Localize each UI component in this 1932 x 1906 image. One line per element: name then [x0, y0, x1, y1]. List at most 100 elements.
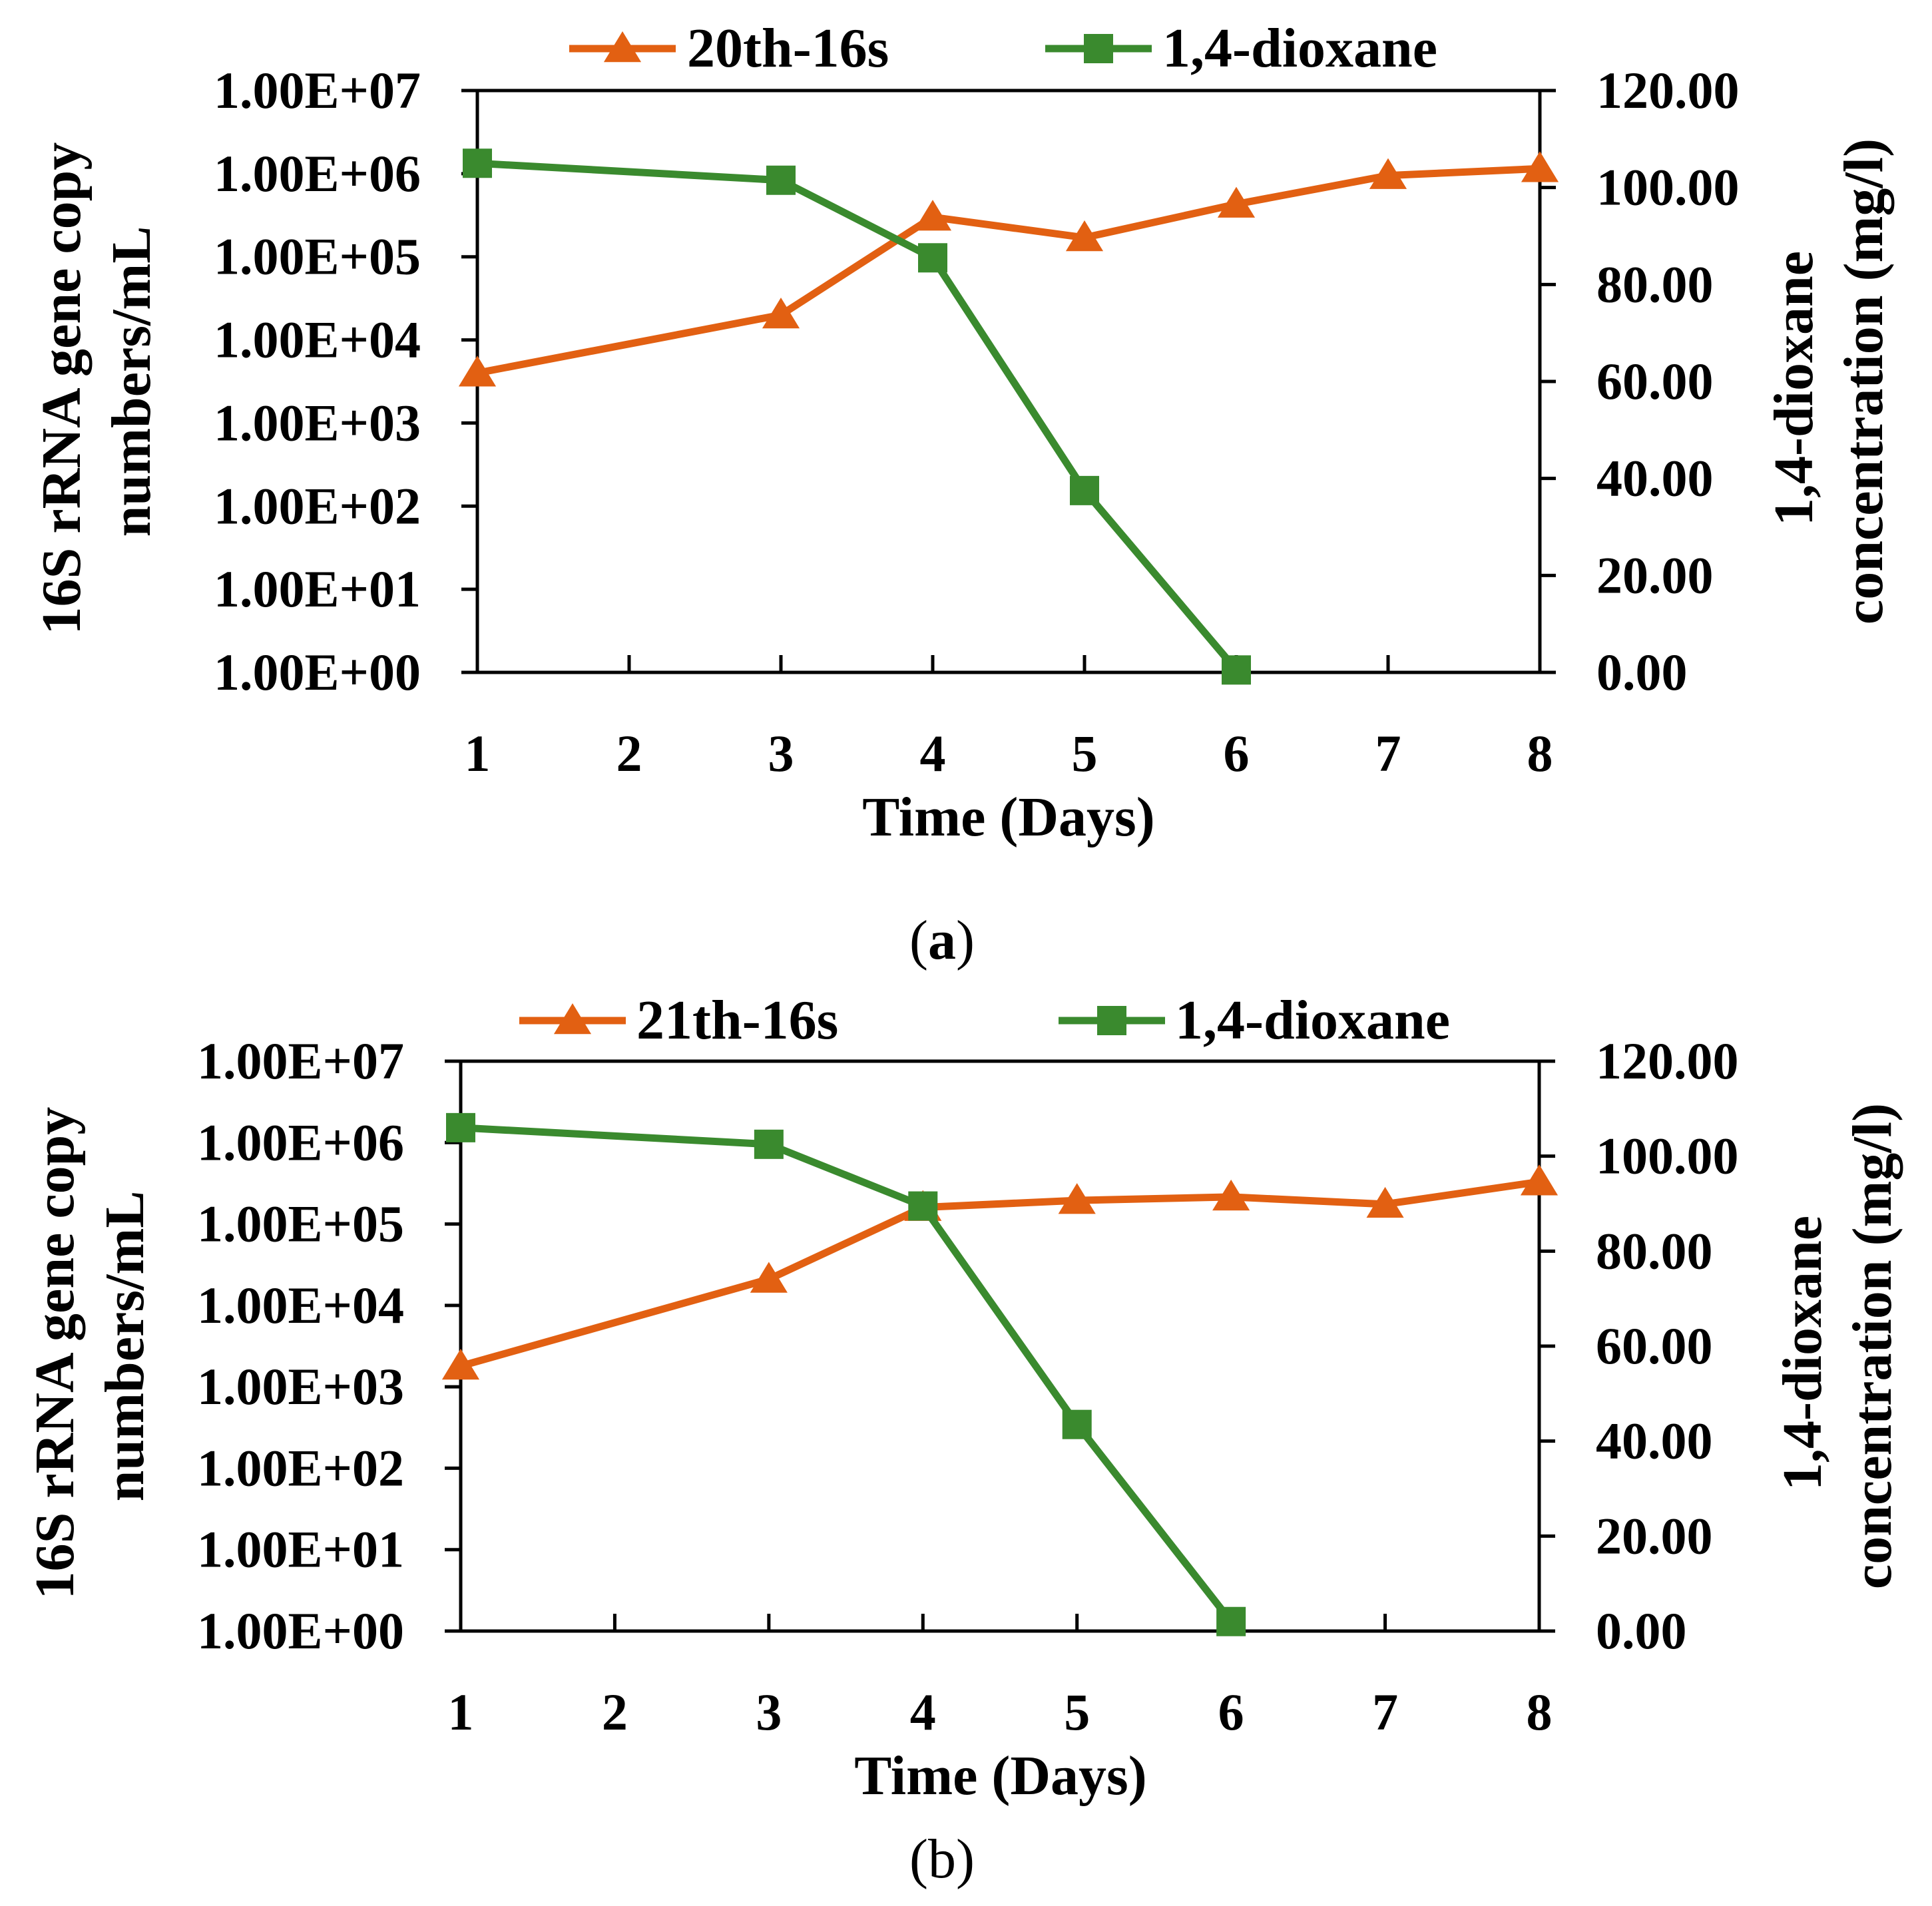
- y-left-tick-label: 1.00E+06: [197, 1113, 404, 1171]
- y-right-tick-label: 20.00: [1596, 1507, 1713, 1564]
- x-tick-label: 8: [1527, 724, 1553, 782]
- y-left-title-line-2: numbers/mL: [94, 1191, 156, 1502]
- y-right-tick-label: 120.00: [1596, 61, 1740, 119]
- y-right-tick-label: 100.00: [1596, 158, 1740, 216]
- square-marker: [446, 1112, 475, 1142]
- triangle-marker: [913, 200, 952, 231]
- x-tick-label: 5: [1072, 724, 1098, 782]
- x-axis-title: Time (Days): [854, 1745, 1146, 1807]
- square-marker: [1216, 1606, 1246, 1636]
- plot-series: [458, 148, 1559, 685]
- x-tick-label: 2: [602, 1683, 628, 1741]
- triangle-marker: [1058, 1183, 1096, 1214]
- y-right-tick-label: 60.00: [1596, 1317, 1713, 1375]
- y-right-tick-label: 0.00: [1596, 643, 1688, 701]
- y-right-tick-label: 0.00: [1596, 1602, 1687, 1660]
- y-left-tick-label: 1.00E+05: [197, 1195, 404, 1253]
- y-left-tick-label: 1.00E+01: [214, 560, 421, 618]
- y-left-title-line-1: 16S rRNA gene copy: [31, 142, 93, 635]
- x-tick-label: 7: [1375, 724, 1401, 782]
- triangle-marker: [1217, 186, 1256, 218]
- x-tick-label: 4: [920, 724, 946, 782]
- y-right-title-line-2: concentration (mg/l): [1841, 1103, 1903, 1589]
- y-left-tick-label: 1.00E+02: [214, 477, 421, 535]
- x-tick-label: 8: [1527, 1683, 1553, 1741]
- y-left-tick-label: 1.00E+01: [197, 1521, 404, 1578]
- y-left-tick-label: 1.00E+03: [214, 393, 421, 451]
- axis-ticks: 1 2 3 4 5 6 7 8 1.00E+00 1.00E+01 1.00E+02 1.00E+03…: [197, 1032, 1738, 1741]
- legend-item-series-2: 1,4-dioxane: [1045, 17, 1437, 79]
- legend-label-series-1: 20th-16s: [687, 17, 889, 79]
- y-right-tick-label: 60.00: [1596, 352, 1714, 410]
- x-tick-label: 1: [448, 1683, 474, 1741]
- x-axis-title: Time (Days): [862, 786, 1154, 848]
- y-left-tick-label: 1.00E+07: [214, 61, 421, 119]
- x-tick-label: 2: [616, 724, 642, 782]
- triangle-marker: [1065, 220, 1104, 252]
- y-left-tick-label: 1.00E+07: [197, 1032, 404, 1090]
- x-tick-label: 1: [465, 724, 491, 782]
- y-right-tick-label: 80.00: [1596, 255, 1714, 313]
- y-left-tick-label: 1.00E+00: [197, 1602, 404, 1660]
- y-right-tick-label: 100.00: [1596, 1127, 1739, 1185]
- legend-label-series-2: 1,4-dioxane: [1162, 17, 1437, 79]
- legend-item-series-1: 21th-16s: [519, 989, 838, 1051]
- square-marker: [754, 1129, 784, 1159]
- x-tick-label: 7: [1372, 1683, 1398, 1741]
- legend: 21th-16s 1,4-dioxane: [519, 989, 1450, 1051]
- triangle-marker: [1366, 1186, 1404, 1218]
- square-marker: [1222, 655, 1251, 685]
- y-left-tick-label: 1.00E+03: [197, 1357, 404, 1415]
- plot-area-frame: [459, 1059, 1541, 1633]
- legend-label-series-1: 21th-16s: [636, 989, 838, 1051]
- triangle-marker: [750, 1262, 788, 1293]
- y-left-tick-label: 1.00E+00: [214, 643, 421, 701]
- chart-panel-a: 20th-16s 1,4-dioxane 1 2 3 4 5 6 7 8 1.00E+00 1.0…: [31, 17, 1895, 971]
- x-tick-label: 3: [756, 1683, 782, 1741]
- y-left-tick-label: 1.00E+02: [197, 1439, 404, 1497]
- square-marker: [766, 165, 796, 195]
- panel-label: (b): [909, 1828, 975, 1890]
- y-left-tick-label: 1.00E+06: [214, 144, 421, 202]
- y-left-title-line-1: 16S rRNA gene copy: [24, 1107, 86, 1600]
- plot-series: [441, 1112, 1559, 1636]
- y-left-tick-label: 1.00E+05: [214, 228, 421, 286]
- triangle-marker: [1520, 1164, 1559, 1196]
- legend-square-marker: [1097, 1006, 1126, 1035]
- legend: 20th-16s 1,4-dioxane: [569, 17, 1437, 79]
- square-marker: [463, 148, 492, 178]
- y-right-title-line-2: concentration (mg/l): [1833, 138, 1895, 624]
- y-left-tick-label: 1.00E+04: [197, 1276, 404, 1334]
- triangle-marker: [1521, 151, 1559, 182]
- x-tick-label: 6: [1218, 1683, 1244, 1741]
- x-tick-label: 4: [910, 1683, 936, 1741]
- y-right-tick-label: 120.00: [1596, 1032, 1739, 1090]
- y-right-title-line-1: 1,4-dioxane: [1772, 1216, 1833, 1491]
- x-tick-label: 6: [1224, 724, 1250, 782]
- legend-triangle-marker: [603, 31, 642, 63]
- triangle-marker: [441, 1348, 480, 1380]
- y-right-tick-label: 40.00: [1596, 1412, 1713, 1470]
- triangle-marker: [762, 297, 800, 329]
- y-right-tick-label: 80.00: [1596, 1222, 1713, 1280]
- y-left-title-line-2: numbers/mL: [101, 226, 162, 537]
- legend-item-series-1: 20th-16s: [569, 17, 889, 79]
- triangle-marker: [458, 356, 497, 387]
- legend-triangle-marker: [553, 1003, 592, 1035]
- x-tick-label: 5: [1064, 1683, 1090, 1741]
- square-marker: [1070, 475, 1099, 505]
- panel-label-letter: b: [928, 1828, 956, 1890]
- chart-panel-b: 21th-16s 1,4-dioxane 1 2 3 4 5 6 7 8 1.00E+00 1.0…: [24, 989, 1903, 1890]
- y-right-tick-label: 40.00: [1596, 449, 1714, 507]
- y-left-axis-title: 16S rRNA gene copy numbers/mL: [24, 1093, 156, 1600]
- series-line-1: [476, 164, 1541, 377]
- y-right-axis-title: 1,4-dioxane concentration (mg/l): [1772, 1103, 1903, 1589]
- series-line-2: [477, 159, 1240, 672]
- triangle-marker: [1369, 158, 1407, 189]
- legend-label-series-2: 1,4-dioxane: [1175, 989, 1450, 1051]
- y-right-tick-label: 20.00: [1596, 546, 1714, 604]
- y-right-axis-title: 1,4-dioxane concentration (mg/l): [1763, 138, 1895, 624]
- x-tick-label: 3: [768, 724, 794, 782]
- y-left-axis-title: 16S rRNA gene copy numbers/mL: [31, 128, 162, 635]
